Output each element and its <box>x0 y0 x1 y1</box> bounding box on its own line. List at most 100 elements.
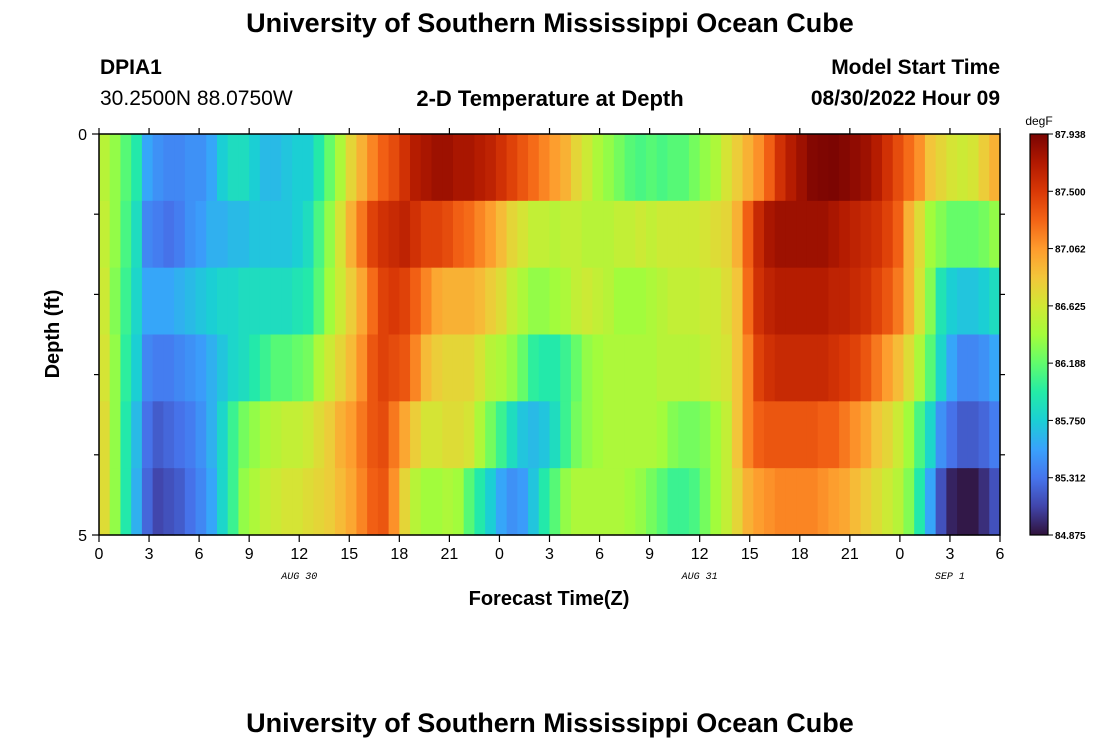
heatmap-cell <box>399 134 411 202</box>
x-tick-label: 6 <box>595 546 604 563</box>
heatmap-cell <box>688 468 701 536</box>
heatmap-cell <box>99 401 111 469</box>
colorbar-label: 87.062 <box>1055 245 1086 256</box>
heatmap-cell <box>302 401 315 469</box>
heatmap-cell <box>281 334 293 402</box>
heatmap-cell <box>163 200 175 269</box>
heatmap-cell <box>560 334 572 402</box>
x-tick-label: 3 <box>145 546 154 563</box>
heatmap-cell <box>227 134 240 202</box>
heatmap-cell <box>538 200 551 269</box>
heatmap-cell <box>592 267 604 336</box>
heatmap-cell <box>410 401 422 469</box>
heatmap-cell <box>399 334 411 402</box>
heatmap-cell <box>120 468 132 536</box>
heatmap-cell <box>731 334 744 402</box>
heatmap-cell <box>667 200 679 269</box>
heatmap-cell <box>667 134 679 202</box>
heatmap-cell <box>710 468 722 536</box>
heatmap-cell <box>356 267 368 336</box>
heatmap-cell <box>420 334 433 402</box>
heatmap-cell <box>452 200 465 269</box>
heatmap-cell <box>742 200 754 269</box>
heatmap-cell <box>367 134 379 202</box>
heatmap-cell <box>935 200 947 269</box>
heatmap-cell <box>828 468 840 536</box>
heatmap-cell <box>356 334 368 402</box>
heatmap-cell <box>989 468 1001 536</box>
heatmap-cell <box>463 334 476 402</box>
heatmap-cell <box>764 267 776 336</box>
heatmap-cell <box>452 401 465 469</box>
heatmap-cell <box>367 401 379 469</box>
heatmap-cell <box>710 134 722 202</box>
heatmap-cell <box>517 267 529 336</box>
heatmap-cell <box>195 468 207 536</box>
x-tick-label: 15 <box>340 546 358 563</box>
heatmap-cell <box>721 200 733 269</box>
heatmap-cell <box>367 468 379 536</box>
heatmap-cell <box>742 401 754 469</box>
colorbar-unit: degF <box>1025 114 1052 128</box>
heatmap-cell <box>249 134 261 202</box>
heatmap-cell <box>463 200 476 269</box>
heatmap-cell <box>474 401 486 469</box>
heatmap-cell <box>399 468 411 536</box>
heatmap-cell <box>259 334 272 402</box>
heatmap-cell <box>99 200 111 269</box>
heatmap-cell <box>377 267 390 336</box>
heatmap-cell <box>914 267 926 336</box>
heatmap-cell <box>528 134 540 202</box>
heatmap-cell <box>131 334 143 402</box>
heatmap-cell <box>914 401 926 469</box>
heatmap-cell <box>731 200 744 269</box>
heatmap-cell <box>957 267 969 336</box>
heatmap-cell <box>839 334 851 402</box>
x-axis: 0 3 6 9 12 15 18 21 0 3 6 9 12 15 18 21 0 3 6 AUG 30 AUG 31 S… <box>95 128 1005 583</box>
heatmap-cell <box>109 468 122 536</box>
heatmap-cell <box>957 334 969 402</box>
heatmap-cell <box>646 267 658 336</box>
heatmap-cell <box>442 200 454 269</box>
heatmap-cell <box>549 401 561 469</box>
heatmap-cell <box>796 334 808 402</box>
heatmap-cell <box>624 334 636 402</box>
heatmap-cell <box>774 468 787 536</box>
y-tick-label: 0 <box>78 127 87 144</box>
heatmap-cell <box>570 468 583 536</box>
heatmap-cell <box>967 200 980 269</box>
heatmap-cell <box>141 334 154 402</box>
heatmap-cell <box>506 267 518 336</box>
heatmap-cell <box>796 134 808 202</box>
heatmap-cell <box>528 200 540 269</box>
heatmap-cell <box>828 200 840 269</box>
heatmap-cell <box>528 468 540 536</box>
heatmap-cell <box>957 401 969 469</box>
heatmap-cell <box>710 401 722 469</box>
heatmap-cell <box>463 468 476 536</box>
colorbar-bar <box>1029 133 1049 536</box>
heatmap-cell <box>731 468 744 536</box>
heatmap-cell <box>914 468 926 536</box>
heatmap-cell <box>184 334 197 402</box>
heatmap-cell <box>603 334 615 402</box>
heatmap-cell <box>828 401 840 469</box>
heatmap-cell <box>109 200 122 269</box>
heatmap-cell <box>452 267 465 336</box>
heatmap-cell <box>238 267 250 336</box>
heatmap-cell <box>731 267 744 336</box>
colorbar-label: 86.188 <box>1055 359 1086 370</box>
heatmap-cell <box>302 134 315 202</box>
heatmap-cell <box>163 468 175 536</box>
heatmap-cell <box>549 468 561 536</box>
x-tick-label: 18 <box>390 546 408 563</box>
heatmap-cell <box>131 401 143 469</box>
heatmap-cell <box>699 200 711 269</box>
heatmap-cell <box>420 134 433 202</box>
heatmap-cell <box>292 334 304 402</box>
heatmap-cell <box>141 134 154 202</box>
heatmap-cell <box>699 134 711 202</box>
heatmap-cell <box>678 401 690 469</box>
heatmap-cell <box>731 401 744 469</box>
heatmap-cell <box>946 334 958 402</box>
